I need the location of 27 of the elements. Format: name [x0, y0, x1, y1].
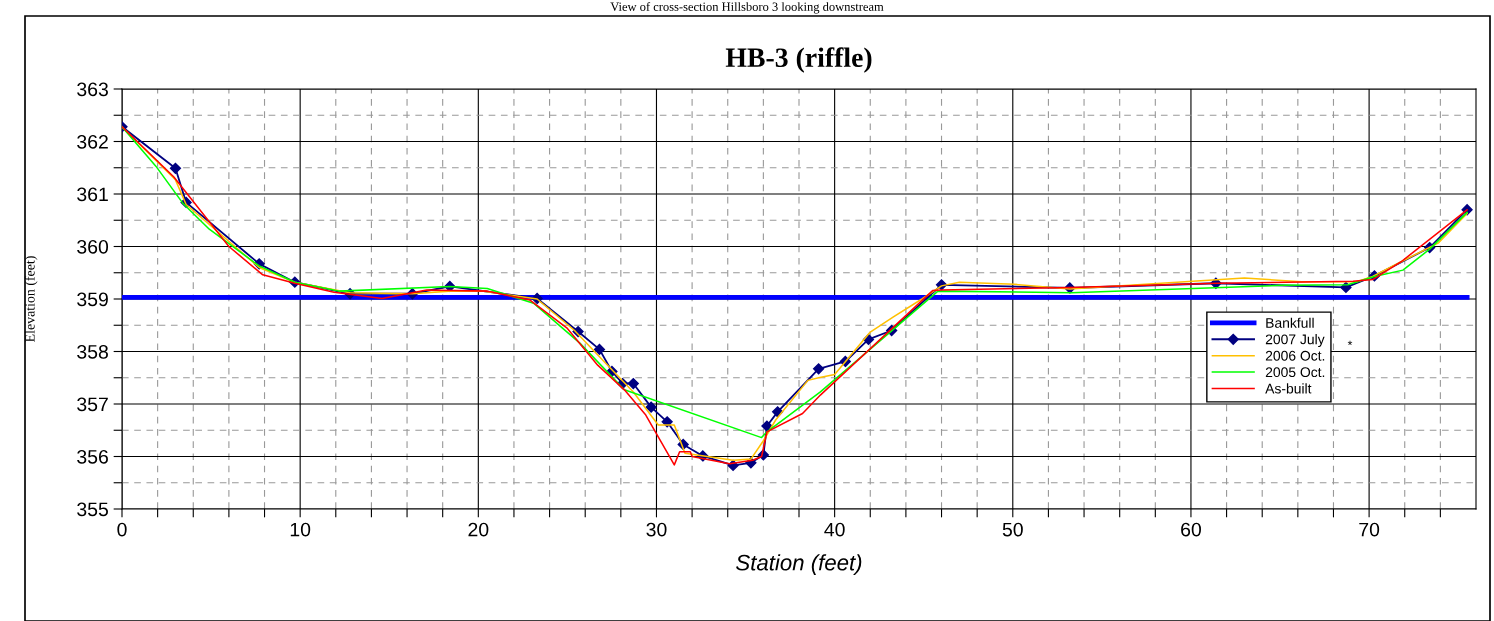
legend-label: 2005 Oct.: [1265, 367, 1325, 378]
x-tick-label: 60: [1181, 522, 1201, 537]
y-tick-label: 355: [77, 502, 108, 517]
text: View of cross-section Hillsboro 3 looking downstream: [610, 2, 884, 14]
chart-title: HB-3 (riffle): [725, 47, 872, 73]
y-tick-label: 361: [77, 187, 108, 202]
legend-label: Bankfull: [1266, 317, 1314, 328]
legend-label: As-built: [1265, 383, 1312, 394]
x-tick-label: 20: [468, 522, 489, 537]
y-tick-label: 356: [77, 449, 108, 464]
y-tick-label: 363: [77, 82, 108, 97]
y-axis-title: Elevation (feet): [24, 256, 38, 342]
x-tick-label: 40: [824, 522, 845, 537]
y-tick-label: 357: [77, 397, 108, 412]
y-tick-label: 358: [77, 344, 108, 359]
y-tick-label: 359: [77, 292, 108, 307]
x-axis-title: Station (feet): [736, 554, 862, 575]
legend-label: 2007 July: [1265, 334, 1325, 348]
y-tick-label: 362: [77, 134, 108, 149]
x-tick-label: 10: [290, 522, 311, 537]
x-tick-label: 50: [1002, 522, 1023, 537]
annotation: *: [1347, 340, 1353, 346]
x-tick-label: 30: [646, 522, 667, 537]
x-tick-label: 0: [117, 522, 127, 537]
x-tick-label: 70: [1359, 522, 1380, 537]
y-tick-label: 360: [77, 239, 109, 254]
legend-label: 2006 Oct.: [1265, 350, 1325, 361]
